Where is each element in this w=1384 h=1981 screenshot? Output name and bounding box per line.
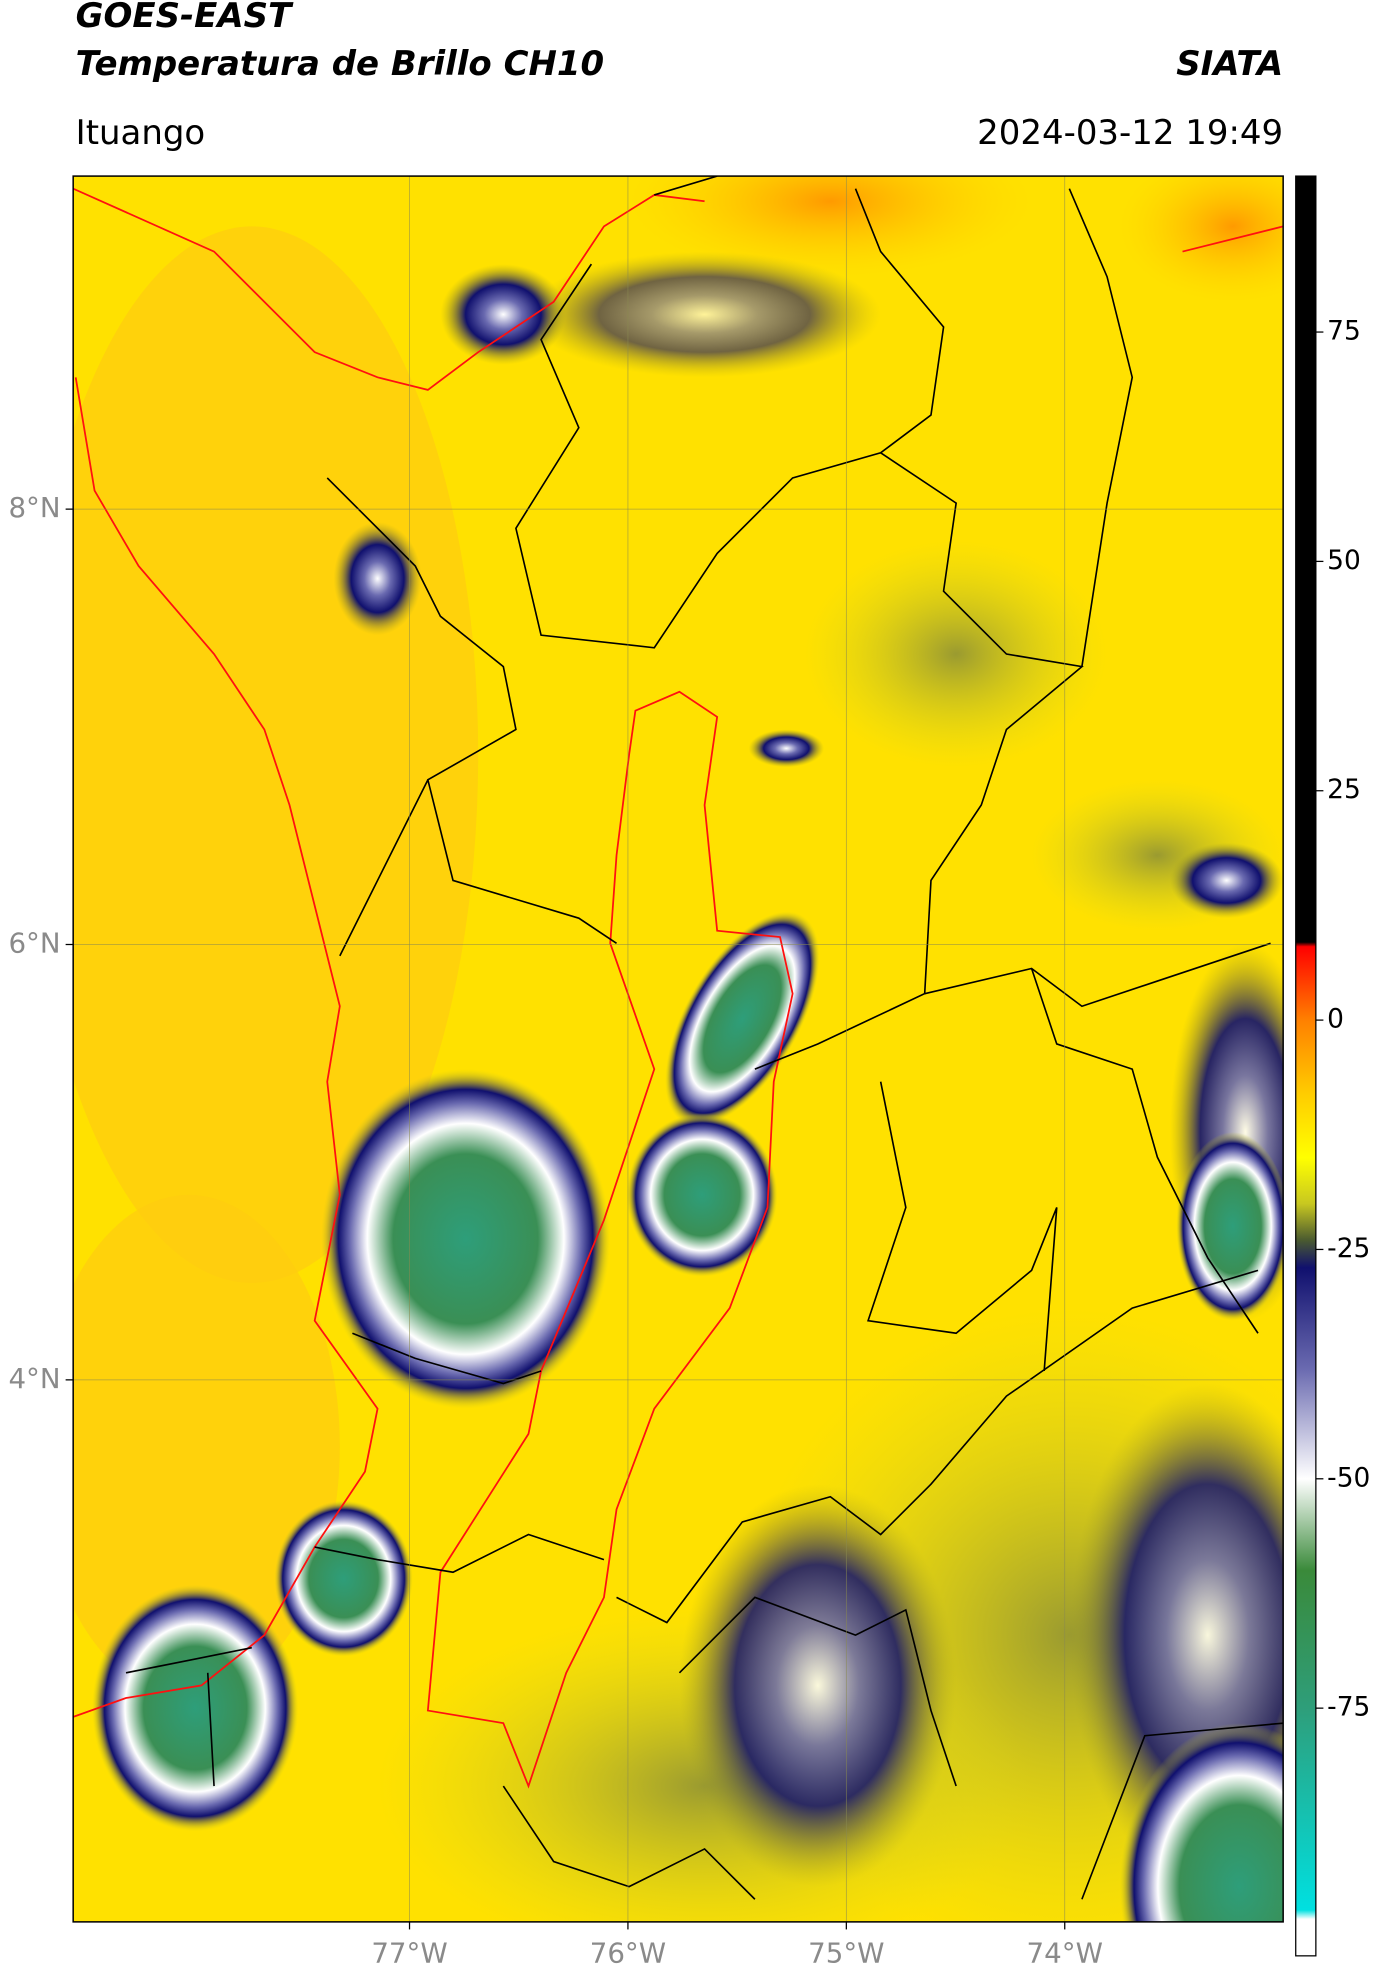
colorbar-tick-label: 75 xyxy=(1327,316,1361,347)
agency: SIATA xyxy=(1176,44,1283,84)
x-tick-label: 76°W xyxy=(590,1937,666,1970)
colorbar-scale xyxy=(1295,175,1317,1957)
storm-cell xyxy=(92,1584,299,1832)
colorbar-tick-label: -75 xyxy=(1327,1692,1370,1723)
y-tick-label: 4°N xyxy=(8,1362,60,1395)
storm-cell xyxy=(1176,1132,1284,1321)
subtitle: Temperatura de Brillo CH10 xyxy=(76,44,604,84)
cloud xyxy=(440,264,567,365)
boundary xyxy=(754,188,1134,1070)
haze xyxy=(805,540,1108,768)
coastline xyxy=(1182,225,1284,253)
cloud xyxy=(528,251,881,378)
warm-area xyxy=(1119,176,1284,302)
cloud xyxy=(1169,842,1284,919)
boundary xyxy=(125,1596,1284,1900)
cloud xyxy=(333,521,422,636)
coastline xyxy=(73,377,379,1718)
storm-cell xyxy=(665,911,820,1127)
y-tick-label: 8°N xyxy=(8,491,60,524)
x-tick-label: 77°W xyxy=(371,1937,447,1970)
map-frame xyxy=(72,175,1284,1923)
colorbar-tick-label: 25 xyxy=(1327,774,1361,805)
x-tick-label: 74°W xyxy=(1027,1937,1103,1970)
graticule xyxy=(73,176,1284,1922)
colorbar-tick-label: -50 xyxy=(1327,1462,1370,1493)
colorbar-tick-label: -25 xyxy=(1327,1233,1370,1264)
colorbar-tick-label: 50 xyxy=(1327,545,1361,576)
storm-cell xyxy=(320,1069,611,1409)
boundary xyxy=(515,176,945,649)
title: GOES-EAST xyxy=(76,0,294,36)
boundary xyxy=(314,1269,1259,1624)
cloud xyxy=(679,1484,957,1887)
x-tick-label: 75°W xyxy=(808,1937,884,1970)
boundary xyxy=(326,477,617,957)
region-outline xyxy=(426,690,794,1789)
storm-cell xyxy=(1119,1723,1284,1922)
y-tick-label: 6°N xyxy=(8,927,60,960)
storm-cell xyxy=(274,1500,413,1657)
storm-cell xyxy=(626,1113,778,1277)
colorbar-tick-label: 0 xyxy=(1327,1004,1344,1035)
coastline xyxy=(73,187,705,391)
cloud xyxy=(748,729,825,768)
warm-area xyxy=(73,226,479,1283)
colorbar: 75 50 25 0 -25 -50 -75 xyxy=(1295,175,1370,1957)
warm-area xyxy=(629,176,1032,277)
boundary xyxy=(867,942,1271,1372)
timestamp: 2024-03-12 19:49 xyxy=(977,113,1283,153)
map-imagery xyxy=(73,176,1284,1922)
location: Ituango xyxy=(76,113,206,153)
warm-area xyxy=(73,1194,340,1698)
